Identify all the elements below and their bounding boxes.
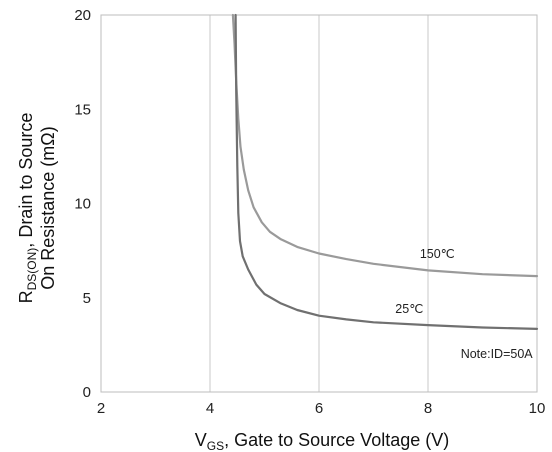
y-tick-label: 0 [83,384,91,401]
annotations: 150℃ 25℃ Note:ID=50A [395,247,533,361]
y-tick-label: 10 [74,196,91,213]
annotation-0: 150℃ [420,247,455,261]
x-tick-label: 4 [206,400,214,417]
x-tick-label: 8 [424,400,432,417]
y-tick-label: 20 [74,7,91,24]
annotation-1: 25℃ [395,302,423,316]
x-tick-label: 6 [315,400,323,417]
y-axis-title-line1: RDS(ON), Drain to Source [16,113,39,304]
x-tick-labels: 2 4 6 8 10 [97,400,546,417]
x-axis-title: VGS, Gate to Source Voltage (V) [195,430,449,452]
y-tick-label: 15 [74,101,91,118]
annotation-2: Note:ID=50A [461,347,534,361]
vertical-grid [210,15,428,392]
y-axis-title-line2: On Resistance (mΩ) [38,126,58,290]
x-tick-label: 2 [97,400,105,417]
y-tick-labels: 0 5 10 15 20 [74,7,91,401]
series-line-1 [236,15,537,329]
y-tick-label: 5 [83,290,91,307]
series-layer [233,15,537,329]
series-line-0 [233,15,537,276]
x-tick-label: 10 [529,400,546,417]
